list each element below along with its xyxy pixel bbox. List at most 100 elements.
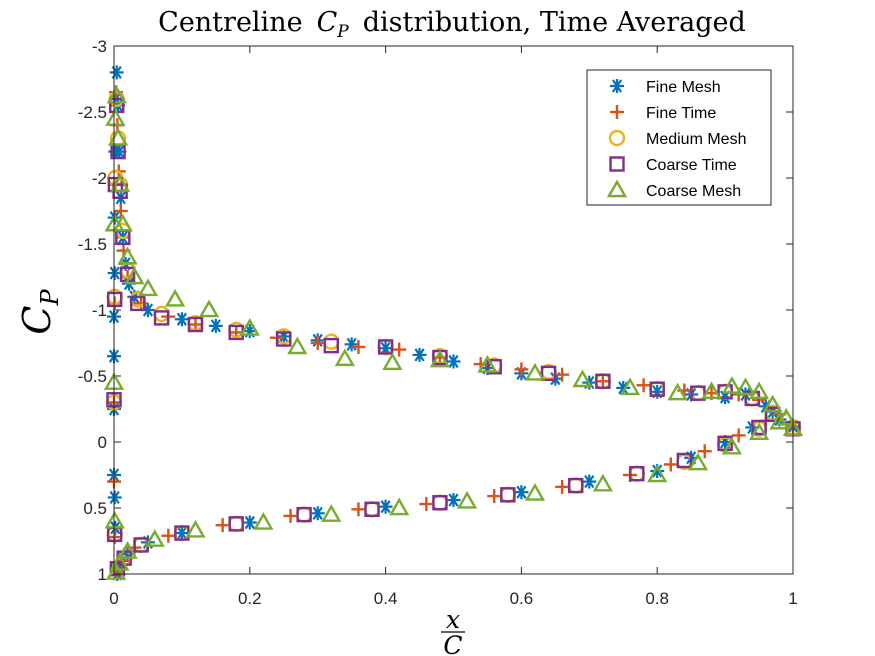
legend-label: Medium Mesh: [646, 131, 746, 148]
legend-item: Fine Mesh: [610, 79, 721, 96]
data-point: [351, 339, 366, 354]
data-point: [555, 479, 570, 494]
title-math-base: C: [317, 7, 338, 38]
x-tick-label: 0: [109, 589, 118, 608]
data-point: [731, 428, 746, 443]
ylabel-sub: P: [36, 289, 64, 307]
data-point: [382, 352, 403, 371]
legend-marker: [606, 179, 628, 198]
data-point: [134, 296, 149, 311]
data-point: [310, 506, 325, 521]
data-point: [153, 305, 170, 323]
data-point: [555, 367, 570, 382]
data-point: [663, 457, 678, 472]
legend-marker: [609, 156, 625, 172]
data-point: [446, 354, 461, 369]
data-point: [568, 477, 584, 494]
data-point: [107, 490, 122, 505]
title-text: Centreline: [158, 7, 302, 38]
legend-item: Medium Mesh: [608, 129, 746, 148]
data-point: [636, 378, 651, 393]
data-point: [174, 526, 189, 541]
data-point: [161, 528, 176, 543]
data-point: [295, 506, 313, 523]
y-tick-label: -3: [92, 37, 107, 56]
data-point: [567, 477, 584, 494]
data-point: [769, 411, 790, 430]
data-point: [721, 376, 743, 394]
data-point: [748, 381, 770, 400]
data-point: [124, 266, 145, 285]
data-point: [514, 362, 529, 377]
data-point: [697, 444, 712, 459]
data-point: [595, 374, 610, 389]
data-point: [487, 489, 502, 504]
y-tick-label: -1.5: [78, 235, 107, 254]
data-point: [432, 495, 448, 511]
data-point: [363, 501, 381, 518]
data-point: [112, 213, 133, 232]
data-point: [628, 465, 646, 482]
axis-ticks: 0 0.2 0.4 0.6 0.8 1 -3 -2.5 -2 -1.5 -1 -0.5 0 0.5 1: [78, 37, 798, 608]
y-tick-label: 0.5: [83, 499, 107, 518]
data-point: [701, 381, 722, 400]
data-point: [242, 515, 257, 530]
data-point: [721, 436, 743, 455]
data-point: [174, 312, 189, 327]
legend-item: Coarse Time: [609, 156, 737, 174]
y-tick-label: -2.5: [78, 103, 107, 122]
data-point: [164, 288, 186, 307]
data-point: [616, 380, 631, 395]
y-tick-label: -0.5: [78, 367, 107, 386]
data-point: [456, 490, 478, 509]
data-point: [392, 342, 407, 357]
plot-frame: [113, 45, 794, 575]
data-point: [105, 562, 127, 580]
data-point: [446, 493, 461, 508]
data-point: [334, 348, 355, 367]
data-point: [514, 485, 529, 500]
data-point: [153, 310, 170, 326]
data-point: [113, 204, 128, 218]
data-point: [323, 333, 340, 350]
data-point: [239, 318, 260, 336]
data-point: [283, 508, 298, 523]
data-point: [619, 377, 641, 396]
title-math-sub: P: [336, 22, 349, 42]
x-tick-label: 0.6: [510, 589, 534, 608]
data-point: [389, 497, 410, 516]
data-point: [690, 385, 706, 401]
data-point: [500, 487, 516, 503]
legend: Fine Mesh Fine Time Medium Mesh Coarse Time…: [586, 69, 772, 206]
data-point: [412, 347, 427, 362]
data-point: [117, 246, 138, 265]
data-point: [228, 515, 245, 533]
x-tick-label: 0.2: [238, 589, 262, 608]
xlabel-denominator: C: [443, 631, 462, 656]
y-axis-label: CP: [15, 289, 64, 335]
legend-label: Fine Mesh: [646, 79, 721, 96]
x-tick-label: 0.8: [645, 589, 669, 608]
data-point: [431, 494, 449, 511]
data-point: [344, 337, 359, 352]
data-point: [106, 85, 127, 104]
data-point: [582, 474, 597, 489]
svg-text:CP: CP: [15, 289, 64, 335]
data-point: [524, 362, 546, 381]
data-point: [198, 299, 220, 318]
data-point: [595, 373, 611, 389]
data-point: [524, 483, 546, 501]
data-point: [748, 422, 770, 440]
data-point: [499, 486, 517, 503]
data-point: [323, 337, 339, 354]
ylabel-base: C: [15, 306, 59, 335]
legend-marker: [610, 105, 624, 119]
data-point: [321, 504, 342, 522]
legend-item: Coarse Mesh: [606, 179, 741, 200]
chart-title: Centreline CP distribution, Time Average…: [158, 7, 746, 42]
data-point: [572, 369, 593, 388]
data-point: [117, 541, 138, 559]
data-point: [429, 349, 451, 368]
data-point: [351, 502, 366, 517]
data-point: [378, 499, 393, 514]
